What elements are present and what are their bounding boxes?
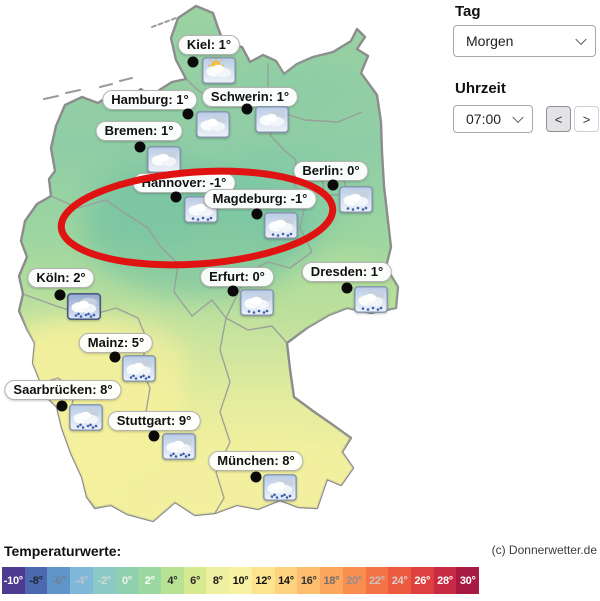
legend-cell: -4° [70,567,93,594]
weather-icon-rain [122,355,156,382]
legend-cell: 4° [161,567,184,594]
weather-icon-sun-cloud [202,57,236,84]
map-area: Kiel: 1° Hamburg: 1° Schwerin: 1° Bremen: 1… [4,4,400,523]
city-label: Kiel: 1° [177,35,241,55]
city-marker-dot [182,108,194,120]
legend-cell: 20° [342,567,366,594]
city-marker-dot [341,282,353,294]
legend-cell: 30° [456,567,480,594]
legend-cell: 28° [433,567,457,594]
time-prev-button[interactable]: < [546,106,571,132]
legend-cell: -8° [24,567,48,594]
legend-cell: 24° [388,567,411,594]
tag-select-wrap: Morgen [453,25,596,57]
city-label: Berlin: 0° [293,161,369,181]
legend-cell: -10° [2,567,25,594]
weather-icon-snow [264,212,298,239]
tag-label: Tag [455,3,481,20]
day-select[interactable]: Morgen [454,26,595,56]
city-label: Magdeburg: -1° [203,189,317,209]
city-marker-dot [170,191,182,203]
weather-icon-rain [69,404,103,431]
legend-title: Temperaturwerte: [4,543,122,559]
legend-cell: 12° [251,567,275,594]
city-marker-dot [327,179,339,191]
city-label: Stuttgart: 9° [107,411,201,431]
legend-cell: 16° [297,567,321,594]
legend-cell: 10° [229,567,252,594]
city-label: München: 8° [208,451,304,471]
uhrzeit-label: Uhrzeit [455,80,506,97]
weather-icon-cloud [147,146,181,173]
coastal-islands [43,17,177,100]
legend-cell: 0° [115,567,139,594]
weather-icon-snow [240,289,274,316]
city-marker-dot [148,430,160,442]
city-label: Saarbrücken: 8° [4,380,122,400]
weather-icon-rain [162,433,196,460]
city-marker-dot [134,141,146,153]
weather-icon-cloud [255,106,289,133]
weather-icon-snow [339,186,373,213]
legend-cell: 2° [138,567,162,594]
time-select[interactable]: 07:00 [454,106,532,132]
legend-cell: 26° [410,567,434,594]
legend-cell: 8° [206,567,230,594]
city-marker-dot [250,471,262,483]
weather-icon-snow [354,286,388,313]
city-label: Dresden: 1° [301,262,393,282]
legend-cell: 22° [365,567,389,594]
city-label: Bremen: 1° [95,121,183,141]
legend-cell: 6° [183,567,207,594]
city-marker-dot [109,351,121,363]
time-next-button[interactable]: > [574,106,599,132]
city-marker-dot [187,56,199,68]
copyright-credit: (c) Donnerwetter.de [491,543,597,557]
city-label: Köln: 2° [27,268,95,288]
city-marker-dot [241,103,253,115]
city-marker-dot [227,285,239,297]
controls-sidebar: Tag Morgen Uhrzeit 07:00 < > [453,0,600,540]
city-marker-dot [54,289,66,301]
temperature-legend: -10° -8° -6° -4° -2° 0° 2° 4° 6° 8° 10° 12° 14° 16° 18… [2,567,480,594]
weather-icon-rain [263,474,297,501]
legend-cell: -2° [92,567,116,594]
city-label: Erfurt: 0° [200,267,274,287]
legend-cell: 18° [320,567,343,594]
weather-icon-rain-dark [67,293,101,320]
weather-icon-cloud [196,111,230,138]
city-marker-dot [56,400,68,412]
legend-cell: 14° [274,567,298,594]
legend-cell: -6° [47,567,71,594]
city-markers-layer: Kiel: 1° Hamburg: 1° Schwerin: 1° Bremen: 1… [4,35,393,501]
time-select-wrap: 07:00 [453,105,533,133]
city-label: Hamburg: 1° [102,90,198,110]
city-marker-dot [251,208,263,220]
city-label: Mainz: 5° [78,333,154,353]
